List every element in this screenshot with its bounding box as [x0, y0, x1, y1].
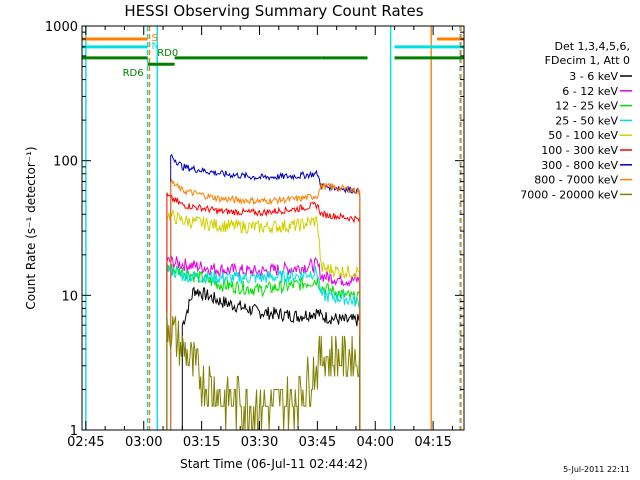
series-layer — [166, 153, 361, 431]
x-tick-label: 04:00 — [357, 435, 394, 450]
legend-title-line1: Det 1,3,4,5,6, — [554, 40, 630, 53]
y-tick-label: 1000 — [45, 20, 78, 35]
series-line — [166, 264, 361, 430]
y-tick-label: 1 — [70, 424, 78, 439]
x-tick-label: 03:45 — [299, 435, 336, 450]
x-tick-label: 03:00 — [125, 435, 162, 450]
series-line — [170, 153, 361, 430]
series-line — [166, 192, 361, 430]
series-line — [181, 286, 361, 430]
legend-entry-label: 12 - 25 keV — [555, 100, 618, 113]
series-line — [166, 255, 361, 430]
x-axis-label: Start Time (06-Jul-11 02:44:42) — [180, 457, 368, 471]
footer-timestamp: 5-Jul-2011 22:11 — [563, 465, 630, 474]
attenuator-vlines — [85, 26, 462, 430]
legend-entry-label: 50 - 100 keV — [548, 129, 618, 142]
series-line — [170, 179, 361, 430]
x-tick-label: 04:15 — [414, 435, 451, 450]
y-tick-label: 10 — [61, 289, 78, 304]
chart-title: HESSI Observing Summary Count Rates — [124, 2, 423, 20]
legend-entry-label: 800 - 7000 keV — [534, 174, 618, 187]
x-tick-label: 03:15 — [183, 435, 220, 450]
legend-entry-label: 7000 - 20000 keV — [520, 188, 618, 201]
flag-label: RD0 — [157, 48, 178, 59]
flag-label: S — [152, 33, 158, 44]
legend-entry-label: 3 - 6 keV — [569, 70, 618, 83]
legend-entry-label: 25 - 50 keV — [555, 114, 618, 127]
legend-title: Det 1,3,4,5,6, FDecim 1, Att 0 — [545, 40, 630, 68]
plot-frame — [81, 25, 465, 431]
series-line — [166, 312, 361, 431]
x-tick-label: 02:45 — [67, 435, 104, 450]
legend-entry-label: 300 - 800 keV — [541, 159, 618, 172]
flag-label: N — [152, 41, 159, 52]
legend-entry-label: 6 - 12 keV — [562, 85, 618, 98]
flag-label: RD6 — [123, 68, 144, 79]
legend-entry-label: 100 - 300 keV — [541, 144, 618, 157]
series-line — [166, 209, 361, 430]
axes: 1 10 100 1000 02:45 03:00 03:15 03:30 03:45 04:00… — [45, 20, 465, 450]
y-tick-label: 100 — [53, 155, 78, 170]
y-axis-label: Count Rate (s⁻¹ detector⁻¹) — [24, 146, 38, 309]
legend-title-line2: FDecim 1, Att 0 — [544, 54, 630, 67]
x-tick-label: 03:30 — [241, 435, 278, 450]
